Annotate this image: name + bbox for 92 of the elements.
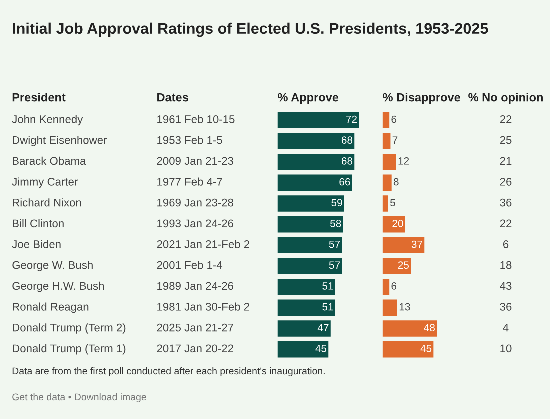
- bar: [278, 196, 344, 212]
- text: % No opinion: [468, 93, 543, 104]
- text: President: [12, 93, 66, 102]
- text: Richard Nixon: [13, 198, 82, 207]
- text: Jimmy Carter: [12, 178, 78, 188]
- text: 2001 Feb 1-4: [157, 261, 223, 270]
- text: 43: [500, 282, 512, 290]
- data-label: 57: [329, 240, 340, 248]
- chart-title: % Approve: [278, 93, 339, 104]
- bar: [382, 341, 434, 358]
- data-label: 25: [398, 262, 409, 270]
- text: 21: [500, 157, 512, 165]
- text: 1977 Feb 4-7: [158, 178, 222, 186]
- data-label: 12: [398, 158, 410, 165]
- data-label: 37: [412, 240, 422, 248]
- data-label: 45: [316, 345, 327, 352]
- data-label: 68: [342, 136, 353, 144]
- text: Data are from the first poll conducted after each president's inauguration.: [12, 367, 325, 377]
- data-label: 8: [394, 178, 399, 186]
- bar: [382, 216, 406, 233]
- text: Bill Clinton: [13, 219, 64, 228]
- text: 2017 Jan 20-22: [157, 344, 234, 353]
- bar: [382, 300, 398, 316]
- data-label: 20: [392, 220, 404, 228]
- text: 36: [500, 198, 512, 207]
- text: 22: [500, 220, 512, 228]
- bar: [382, 133, 391, 150]
- data-label: 13: [400, 303, 410, 311]
- text: George H.W. Bush: [12, 282, 104, 292]
- data-label: 66: [340, 178, 350, 186]
- bar: [382, 237, 425, 254]
- bar: [278, 341, 329, 358]
- text: 1989 Jan 24-26: [158, 282, 234, 290]
- bar: [278, 112, 360, 129]
- text: 36: [500, 303, 512, 311]
- bar: [382, 154, 396, 170]
- data-label: 5: [390, 199, 396, 207]
- text: 6: [503, 240, 509, 248]
- text: Joe Biden: [12, 240, 61, 248]
- bar: [382, 278, 390, 296]
- data-label: 48: [424, 324, 435, 332]
- data-label: 57: [329, 262, 340, 270]
- text: 22: [500, 116, 512, 124]
- data-label: 72: [346, 116, 357, 124]
- text: Ronald Reagan: [13, 302, 89, 314]
- bar: [278, 320, 331, 337]
- text: Dates: [158, 93, 188, 102]
- text: Barack Obama: [13, 156, 86, 166]
- data-label: 51: [322, 303, 334, 311]
- bar: [278, 154, 355, 170]
- text: 1969 Jan 23-28: [158, 198, 234, 207]
- text: 1981 Jan 30-Feb 2: [158, 302, 250, 311]
- data-label: 47: [318, 324, 329, 332]
- text: 4: [503, 324, 509, 332]
- bar: [382, 258, 412, 274]
- text: 2009 Jan 21-23: [157, 157, 234, 166]
- bar: [278, 300, 336, 316]
- text: 26: [500, 178, 512, 186]
- chart-title: % Disapprove: [383, 93, 460, 104]
- data-label: 59: [332, 199, 342, 207]
- text: Donald Trump (Term 1): [13, 344, 126, 355]
- text: Get the data • Download image: [12, 393, 146, 403]
- data-label: 68: [342, 158, 353, 165]
- data-label: 6: [392, 116, 397, 124]
- data-label: 51: [322, 282, 334, 290]
- bar: [382, 196, 388, 212]
- bar: [278, 133, 355, 150]
- text: Dwight Eisenhower: [13, 136, 108, 146]
- text: 2021 Jan 21-Feb 2: [157, 240, 250, 248]
- text: 1993 Jan 24-26: [158, 220, 234, 228]
- bar: [278, 237, 342, 254]
- data-label: 6: [392, 282, 397, 290]
- text: John Kennedy: [12, 115, 84, 126]
- text: 10: [500, 344, 512, 353]
- bar: [278, 174, 352, 192]
- text: 1961 Feb 10-15: [158, 115, 235, 124]
- text: George W. Bush: [12, 261, 93, 272]
- text: 25: [500, 136, 512, 144]
- text: Initial Job Approval Ratings of Elected U.S. Presidents, 1953-2025: [13, 22, 488, 38]
- text: 2025 Jan 21-27: [157, 324, 234, 332]
- bar: [278, 258, 342, 274]
- bar: [382, 174, 392, 192]
- bar: [382, 320, 438, 337]
- bar: [278, 278, 336, 296]
- bar: [278, 216, 344, 233]
- data-label: 7: [392, 136, 398, 144]
- text: 18: [500, 261, 512, 270]
- text: Donald Trump (Term 2): [13, 324, 126, 334]
- data-label: 58: [330, 220, 342, 228]
- bar: [382, 112, 390, 129]
- text: 1953 Feb 1-5: [158, 136, 222, 144]
- data-label: 45: [420, 345, 432, 352]
